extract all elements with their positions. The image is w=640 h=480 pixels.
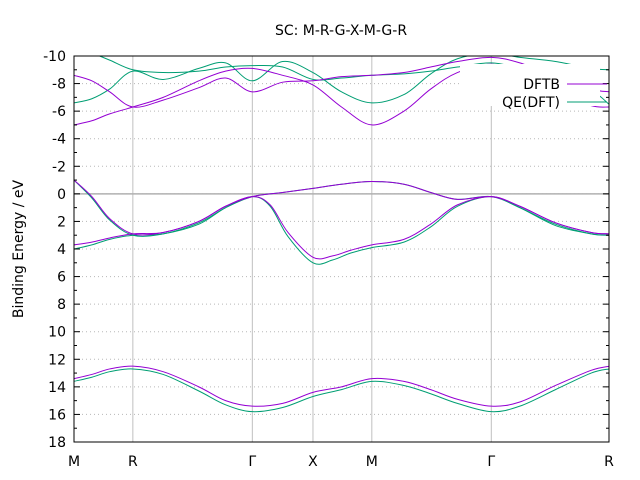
y-tick-label: 16 bbox=[48, 407, 66, 423]
x-tick-label: R bbox=[128, 454, 138, 470]
legend-label: QE(DFT) bbox=[502, 95, 560, 111]
y-axis-label: Binding Energy / eV bbox=[11, 179, 27, 318]
y-tick-label: 2 bbox=[57, 214, 66, 230]
legend: DFTB QE(DFT) bbox=[460, 64, 607, 111]
x-tick-label: M bbox=[366, 454, 378, 470]
y-tick-label: 18 bbox=[48, 435, 66, 451]
y-tick-label: 4 bbox=[57, 242, 66, 258]
x-tick-label: X bbox=[308, 454, 318, 470]
series-dftb-band-5 bbox=[74, 56, 609, 108]
x-tick-label: Γ bbox=[487, 454, 495, 470]
y-tick-label: -6 bbox=[52, 104, 66, 120]
y-tick-label: 10 bbox=[48, 325, 66, 341]
series-dftb-band-3 bbox=[74, 179, 609, 236]
y-tick-label: 0 bbox=[57, 187, 66, 203]
y-tick-label: 6 bbox=[57, 270, 66, 286]
y-tick-label: -10 bbox=[43, 49, 66, 65]
y-tick-label: -4 bbox=[52, 132, 66, 148]
chart-title: SC: M-R-G-X-M-G-R bbox=[275, 23, 407, 39]
y-tick-label: -8 bbox=[52, 77, 66, 93]
y-tick-label: 8 bbox=[57, 297, 66, 313]
series-qe-dft-band-1 bbox=[74, 368, 609, 413]
series-qe-dft-band-4 bbox=[74, 56, 609, 104]
grid bbox=[74, 56, 609, 442]
legend-box bbox=[460, 64, 600, 106]
y-tick-label: -2 bbox=[52, 159, 66, 175]
x-tick-label: M bbox=[68, 454, 80, 470]
x-tick-label: R bbox=[604, 454, 614, 470]
y-tick-label: 14 bbox=[48, 380, 66, 396]
series-dftb-band-1 bbox=[74, 365, 609, 407]
legend-label: DFTB bbox=[523, 77, 560, 93]
x-tick-label: Γ bbox=[248, 454, 256, 470]
y-tick-label: 12 bbox=[48, 352, 66, 368]
